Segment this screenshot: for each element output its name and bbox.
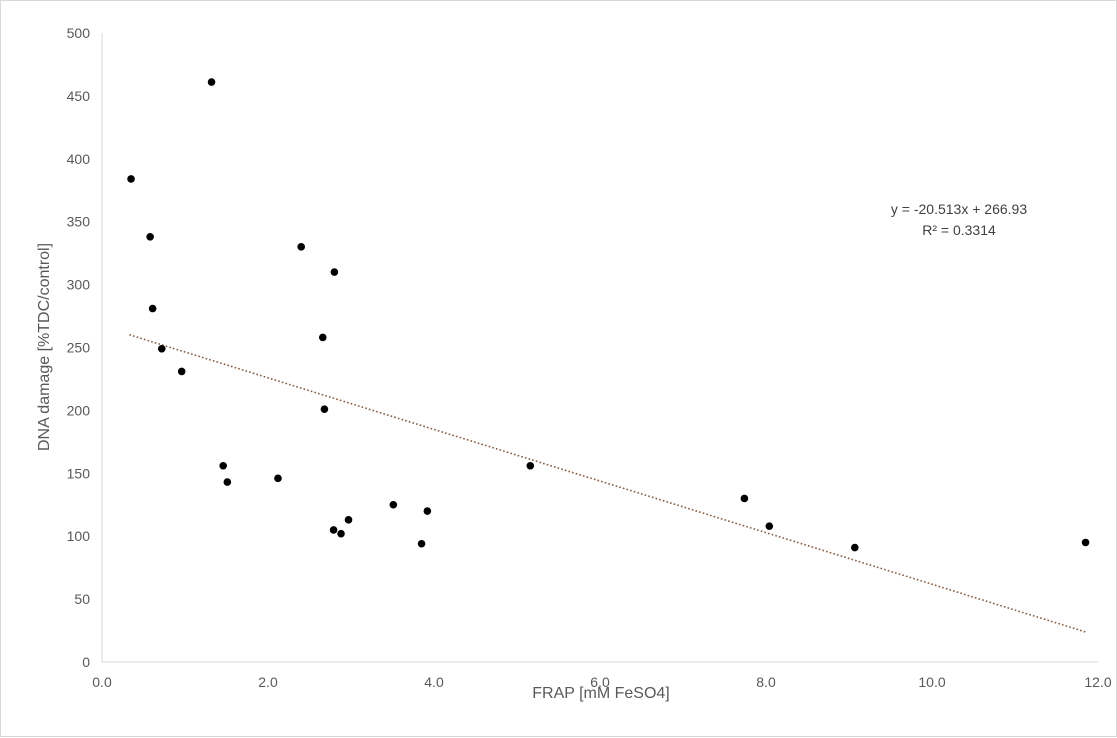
trendline <box>129 333 1086 633</box>
data-point <box>344 516 353 524</box>
data-point <box>320 405 329 413</box>
data-point <box>330 268 339 276</box>
y-tick-label: 300 <box>67 277 91 293</box>
data-point <box>423 507 432 515</box>
y-tick-label: 100 <box>67 528 91 544</box>
data-point <box>207 78 216 86</box>
x-tick-label: 6.0 <box>590 674 610 690</box>
y-tick-label: 150 <box>67 465 91 481</box>
data-points <box>127 78 1090 552</box>
data-point <box>389 500 398 509</box>
y-tick-label: 400 <box>67 151 91 167</box>
x-tick-label: 10.0 <box>918 674 945 690</box>
y-tick-label: 250 <box>67 340 91 356</box>
trendline-layer <box>129 333 1086 633</box>
y-tick-label: 0 <box>82 654 90 670</box>
data-point <box>329 526 338 534</box>
y-tick-label: 450 <box>67 88 91 104</box>
data-point <box>177 367 186 376</box>
y-tick-label: 200 <box>67 402 91 418</box>
trendline-r-squared: R² = 0.3314 <box>922 222 996 238</box>
trendline-equation: y = -20.513x + 266.93 <box>891 201 1027 217</box>
data-point <box>274 474 282 483</box>
data-point <box>851 543 859 552</box>
data-point <box>765 522 774 530</box>
data-point <box>337 529 345 538</box>
y-axis-title: DNA damage [%TDC/control] <box>36 243 53 451</box>
x-axis-title: FRAP [mM FeSO4] <box>532 685 670 702</box>
data-point <box>148 304 157 313</box>
axes <box>101 33 1098 663</box>
y-tick-labels: 0 50 100 150 200 250 300 350 400 450 500 <box>67 25 91 670</box>
y-tick-label: 350 <box>67 214 91 230</box>
x-tick-labels: 0.0 2.0 4.0 6.0 8.0 10.0 12.0 <box>92 674 1112 690</box>
y-tick-label: 500 <box>67 25 91 41</box>
x-tick-label: 2.0 <box>258 674 278 690</box>
x-tick-label: 12.0 <box>1084 674 1111 690</box>
data-point <box>526 461 535 470</box>
data-point <box>417 539 426 548</box>
x-tick-label: 4.0 <box>424 674 444 690</box>
x-tick-label: 8.0 <box>756 674 776 690</box>
data-point <box>1081 538 1090 547</box>
data-point <box>297 243 306 251</box>
x-tick-label: 0.0 <box>92 674 112 690</box>
data-point <box>223 478 232 486</box>
data-point <box>219 461 227 470</box>
data-point <box>740 494 749 503</box>
data-point <box>157 344 166 353</box>
y-tick-label: 50 <box>74 591 90 607</box>
data-point <box>146 232 154 241</box>
data-point <box>318 333 327 342</box>
data-point <box>127 175 135 183</box>
